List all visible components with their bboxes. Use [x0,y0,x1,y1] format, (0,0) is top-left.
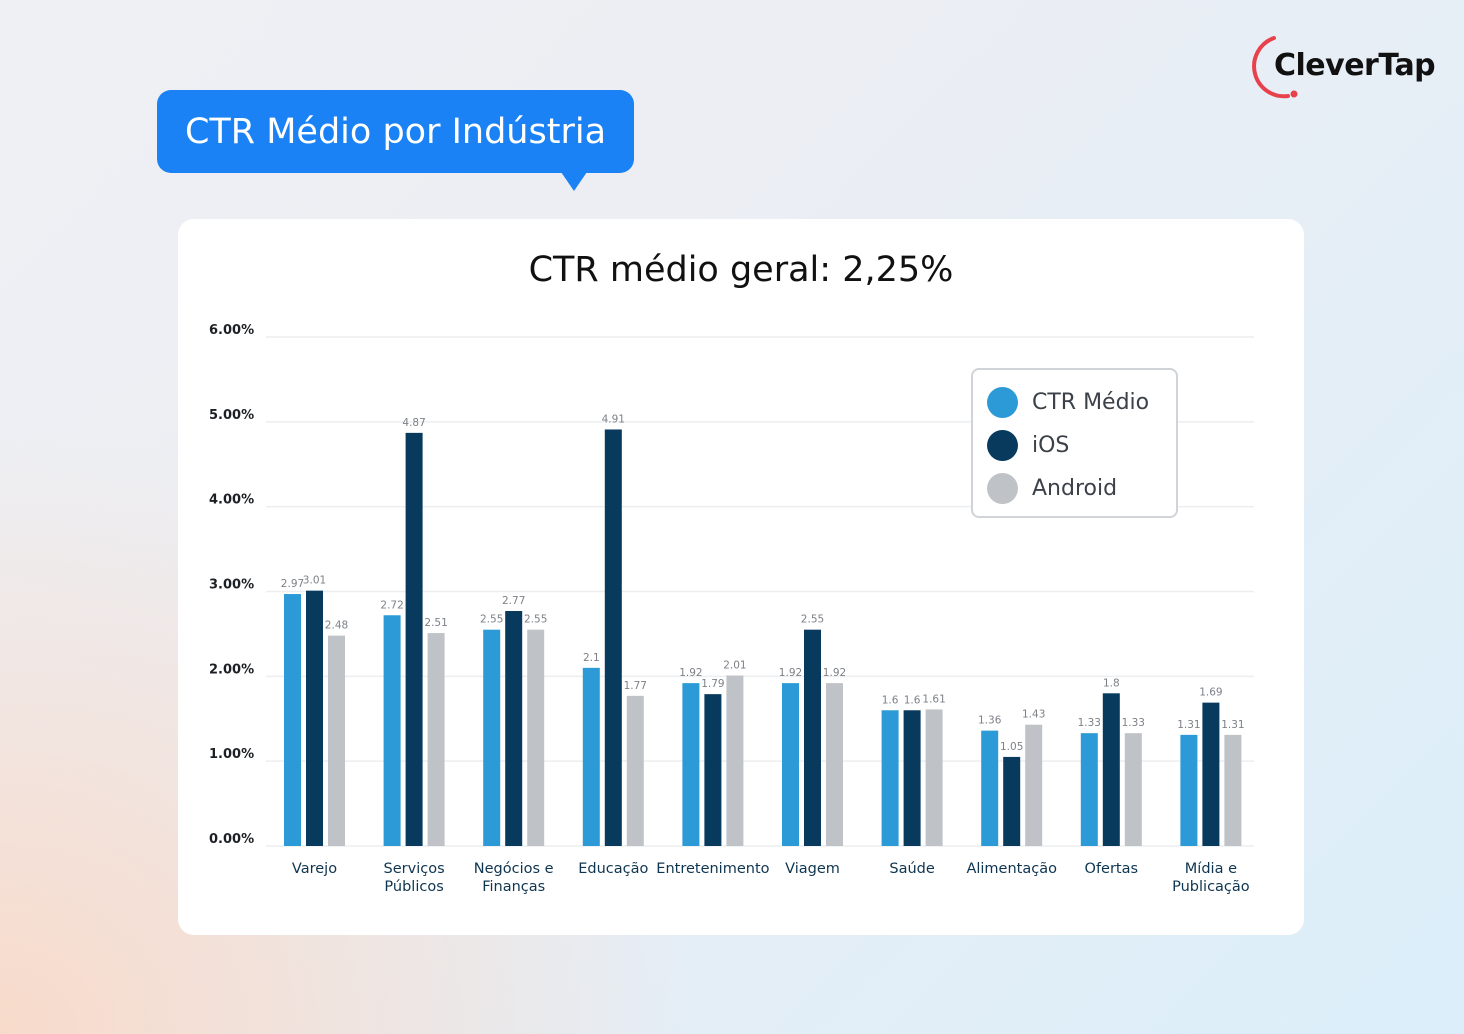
legend-label: Android [1032,475,1118,501]
data-label: 2.55 [801,614,824,626]
x-tick-label: Entretenimento [656,861,769,877]
logo-text: CleverTap [1274,48,1436,83]
data-label: 1.36 [978,715,1002,727]
title-bubble: CTR Médio por Indústria [157,90,634,173]
bar-ios [604,429,622,846]
y-tick-label: 3.00% [209,578,254,593]
legend-swatch-ctr-medio [987,386,1018,418]
legend-item-android: Android [987,471,1117,505]
bar-ctr-médio [782,683,799,846]
data-label: 1.92 [779,667,802,679]
bar-ios [306,590,323,846]
data-label: 1.6 [904,694,921,706]
bar-ctr-médio [284,594,301,846]
x-tick-label: Serviços [384,861,445,877]
bar-ctr-médio [881,710,899,846]
bar-ios [704,694,722,846]
data-label: 2.97 [281,578,304,590]
data-label: 4.91 [602,413,625,425]
bar-android [1025,724,1043,846]
data-label: 1.77 [624,680,647,692]
data-label: 1.61 [922,693,945,705]
bar-ios [1003,756,1021,846]
legend: CTR Médio iOS Android [971,368,1178,518]
data-label: 1.33 [1078,717,1101,729]
data-label: 1.92 [679,667,702,679]
x-tick-label: Saúde [889,861,934,877]
y-tick-label: 6.00% [209,323,254,338]
data-label: 3.01 [303,575,326,587]
x-tick-label: Ofertas [1085,861,1139,877]
bar-ios [1102,693,1120,846]
bar-ios [405,432,423,846]
bar-ctr-médio [682,683,700,846]
y-tick-label: 2.00% [209,662,254,677]
bar-android [1124,733,1142,846]
bar-android [826,683,843,846]
x-tick-label: Educação [578,861,648,877]
x-tick-label: Publicação [1172,879,1250,895]
data-label: 1.31 [1221,719,1244,731]
x-tick-label: Públicos [384,879,443,895]
data-label: 1.8 [1103,677,1120,689]
bar-ctr-médio [1180,734,1198,846]
bar-android [726,675,744,846]
bar-ios [903,710,921,846]
data-label: 1.43 [1022,709,1045,721]
bar-android [527,629,545,846]
data-label: 1.33 [1122,717,1145,729]
bar-ctr-médio [483,629,501,846]
x-tick-label: Varejo [292,861,337,877]
legend-label: iOS [1032,432,1070,458]
clevertap-logo: CleverTap [1248,34,1438,104]
bar-ctr-médio [582,667,600,846]
x-tick-label: Mídia e [1185,861,1237,877]
data-label: 4.87 [402,417,425,429]
bar-ctr-médio [1080,733,1098,846]
bar-android [427,633,445,846]
legend-item-ios: iOS [987,428,1069,462]
x-tick-label: Negócios e [474,861,554,877]
bar-android [328,635,345,846]
bar-ctr-médio [383,615,401,846]
bar-android [1224,734,1242,846]
x-tick-label: Viagem [785,861,840,877]
bar-ctr-médio [981,730,999,846]
data-label: 2.1 [583,652,600,664]
y-tick-label: 4.00% [209,493,254,508]
x-tick-label: Finanças [482,879,545,895]
bar-ios [505,611,523,846]
bar-ios [804,629,821,846]
data-label: 1.92 [823,667,846,679]
data-label: 1.31 [1177,719,1200,731]
data-label: 1.79 [701,678,724,690]
data-label: 2.51 [424,617,447,629]
data-label: 2.55 [480,614,503,626]
legend-item-ctr-medio: CTR Médio [987,385,1149,419]
bubble-tail [561,172,587,191]
legend-swatch-ios [987,429,1018,461]
chart-title: CTR médio geral: 2,25% [528,250,954,290]
data-label: 1.05 [1000,741,1023,753]
data-label: 2.77 [502,595,525,607]
bubble-title: CTR Médio por Indústria [184,111,607,152]
bar-android [925,709,943,846]
y-tick-label: 1.00% [209,747,254,762]
x-tick-label: Alimentação [966,861,1057,877]
data-label: 1.69 [1199,687,1222,699]
logo-arc-icon [1252,36,1298,99]
bar-android [626,695,644,846]
data-label: 1.6 [882,694,899,706]
data-label: 2.55 [524,614,547,626]
y-tick-label: 5.00% [209,408,254,423]
bar-ios [1202,702,1220,846]
legend-swatch-android [987,472,1018,504]
y-tick-label: 0.00% [209,832,254,847]
data-label: 2.48 [325,620,348,632]
legend-label: CTR Médio [1032,389,1150,415]
data-label: 2.72 [380,599,403,611]
data-label: 2.01 [723,659,746,671]
